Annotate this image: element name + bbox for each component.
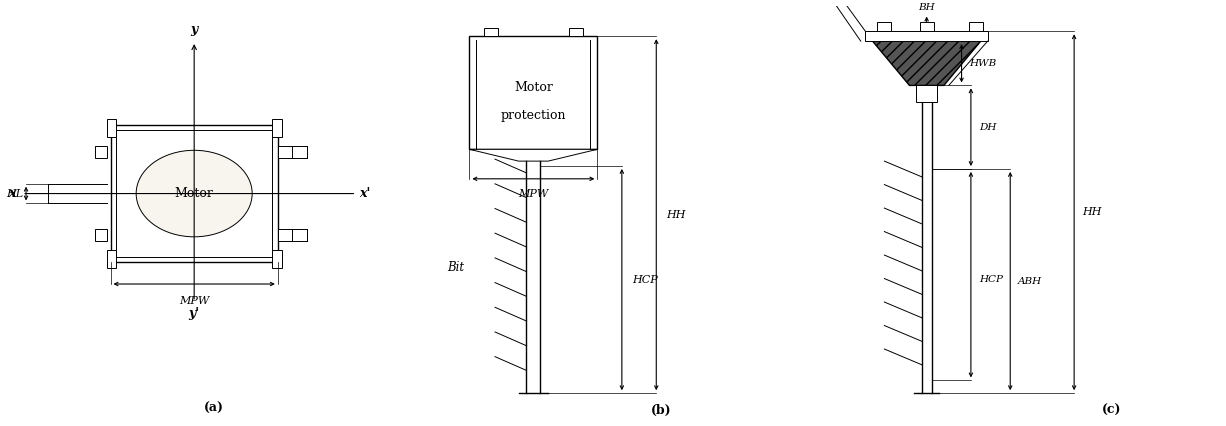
Text: Motor: Motor (175, 187, 213, 200)
Text: DH: DH (978, 123, 997, 132)
Text: HWB: HWB (970, 59, 997, 68)
Text: HCP: HCP (631, 275, 657, 285)
Bar (569, 29, 582, 36)
Bar (272, 250, 282, 268)
Text: Motor: Motor (514, 81, 553, 94)
Text: BH: BH (918, 3, 935, 12)
Bar (94, 147, 107, 158)
Ellipse shape (136, 150, 253, 237)
Text: x': x' (359, 187, 370, 200)
Text: protection: protection (500, 109, 566, 122)
Text: Bit: Bit (447, 261, 465, 274)
Bar (970, 23, 983, 32)
Polygon shape (470, 150, 597, 161)
Text: HH: HH (666, 210, 685, 220)
Bar (484, 29, 498, 36)
Bar (116, 130, 272, 257)
Text: (c): (c) (1102, 404, 1122, 417)
Bar (470, 36, 597, 150)
Bar (916, 85, 938, 102)
Bar (272, 119, 282, 137)
Text: (a): (a) (204, 402, 224, 415)
Text: x: x (7, 187, 15, 200)
Bar (920, 23, 933, 32)
Text: HL: HL (6, 189, 23, 199)
Polygon shape (873, 41, 981, 85)
Bar (107, 119, 116, 137)
Text: y: y (190, 23, 197, 36)
Bar (94, 229, 107, 241)
Text: MPW: MPW (519, 189, 548, 199)
Text: MPW: MPW (179, 296, 210, 306)
Bar (866, 32, 988, 41)
Bar (877, 23, 891, 32)
Text: (b): (b) (651, 404, 672, 417)
Bar (278, 229, 293, 241)
Bar (278, 147, 293, 158)
Bar (107, 250, 116, 268)
Text: HH: HH (1083, 207, 1101, 217)
Text: y': y' (189, 307, 200, 320)
Bar (110, 125, 278, 262)
Text: HCP: HCP (978, 275, 1003, 284)
Text: ABH: ABH (1018, 276, 1042, 285)
